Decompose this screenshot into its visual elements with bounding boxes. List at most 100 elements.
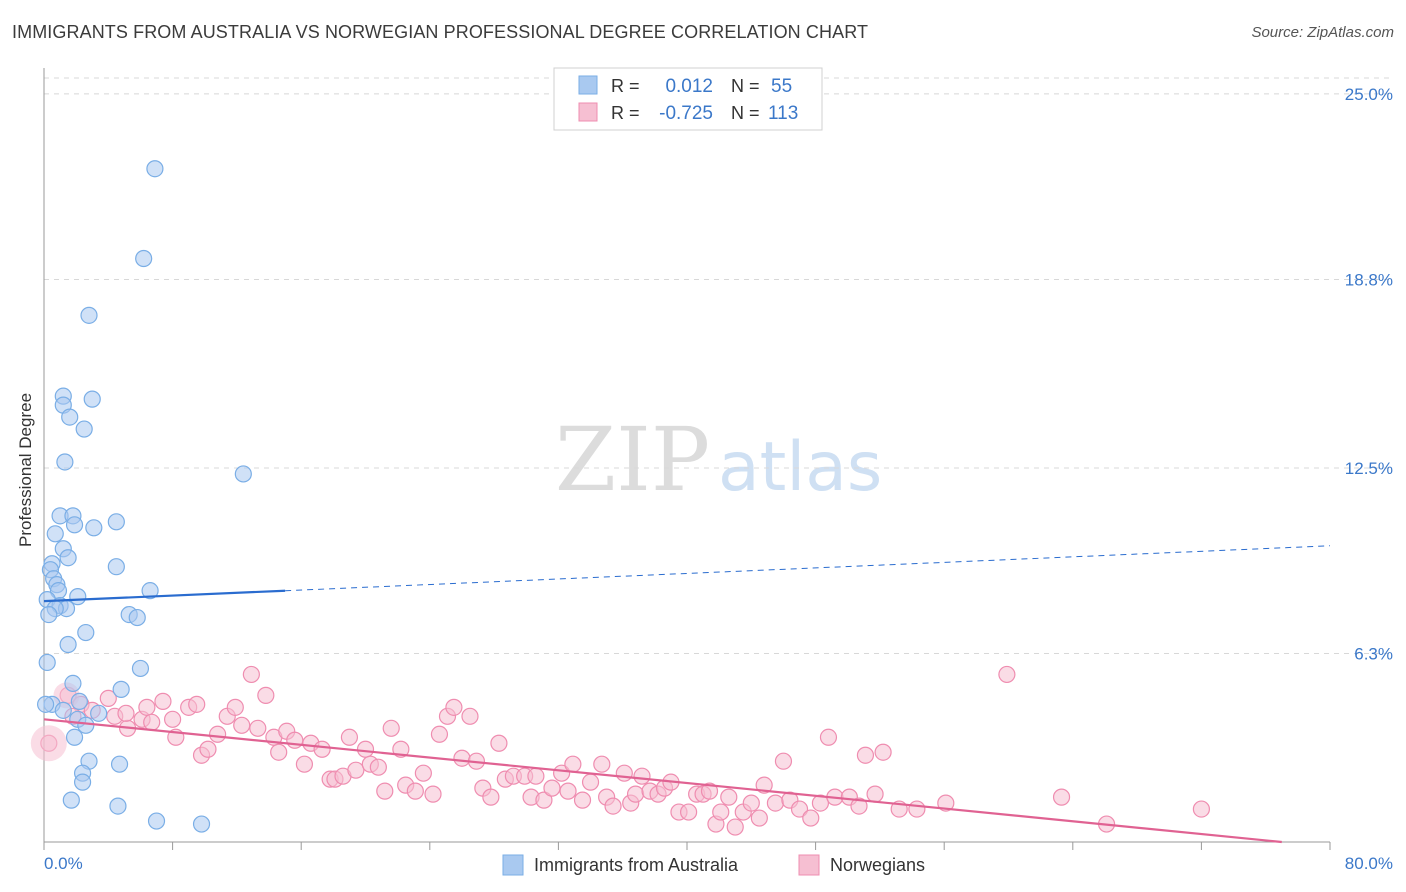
norwegians-point-38: [356, 740, 375, 758]
australia-point-51: [109, 797, 127, 815]
legend-r-value-2: -0.725: [659, 103, 713, 124]
norwegians-point-81: [680, 803, 698, 821]
y-tick-label-1: 12.5%: [1345, 459, 1393, 478]
australia-trend-solid: [43, 589, 286, 603]
norwegians-point-5: [99, 689, 117, 707]
norwegians-point-13: [164, 710, 182, 728]
australia-point-23: [141, 582, 159, 600]
norwegians-point-102: [850, 797, 868, 815]
norwegians-point-72: [615, 764, 633, 782]
australia-trend-dashed: [285, 545, 1331, 592]
gridlines: [44, 77, 1390, 654]
legend-n-value-2: 113: [768, 103, 798, 124]
australia-point-52: [147, 812, 166, 830]
norwegians-point-103: [856, 746, 875, 764]
y-tick-label-0: 6.3%: [1354, 644, 1393, 663]
series-legend-swatch-pink: [798, 854, 820, 876]
legend-swatch-blue: [578, 75, 598, 95]
norwegians-point-92: [755, 776, 773, 794]
legend-n-value-1: 55: [771, 76, 792, 97]
norwegians-point-42: [382, 719, 400, 737]
norwegians-point-67: [573, 791, 592, 809]
australia-point-9: [234, 465, 252, 483]
norwegians-point-23: [242, 665, 260, 684]
norwegians-point-21: [226, 698, 244, 716]
norwegians-point-27: [270, 743, 288, 761]
australia-point-54: [37, 695, 55, 713]
legend-r-value-1: 0.012: [665, 76, 713, 97]
norwegians-point-110: [1052, 788, 1071, 806]
x-ticks: [43, 842, 1331, 850]
australia-point-1: [135, 249, 153, 268]
australia-point-47: [110, 755, 129, 773]
norwegians-point-62: [535, 791, 553, 809]
norwegians-point-11: [143, 713, 161, 731]
norwegians-point-50: [445, 698, 463, 716]
series-legend-label-australia: Immigrants from Australia: [534, 855, 739, 875]
norwegians-point-24: [249, 719, 267, 737]
norwegians-point-25: [257, 686, 275, 704]
correlation-legend: R = 0.012 N = 55 R = -0.725 N = 113: [553, 67, 823, 131]
norwegians-point-10: [138, 698, 156, 716]
norwegians-point-112: [1192, 800, 1211, 818]
norwegians-point-105: [874, 743, 892, 761]
norwegians-point-40: [369, 758, 387, 776]
norwegians-point-52: [461, 707, 479, 725]
norwegians-point-51: [453, 749, 471, 767]
norwegians-point-109: [998, 665, 1016, 684]
norwegians-point-19: [209, 725, 227, 743]
australia-point-32: [128, 608, 146, 627]
australia-point-0: [146, 160, 164, 178]
australia-point-13: [65, 516, 84, 534]
australia-point-37: [64, 674, 82, 693]
legend-n-label-2: N =: [731, 103, 760, 123]
norwegians-point-97: [802, 809, 820, 827]
series-legend-swatch-blue: [502, 854, 524, 876]
australia-point-30: [40, 605, 58, 624]
norwegians-point-63: [543, 779, 561, 797]
australia-point-41: [54, 701, 72, 719]
norwegians-point-29: [286, 731, 304, 749]
norwegians-point-84: [700, 782, 719, 800]
norwegians-cluster-large: [30, 725, 67, 762]
australia-point-33: [77, 623, 95, 642]
norwegians-point-86: [712, 803, 730, 821]
australia-points: [37, 160, 252, 833]
chart-source: Source: ZipAtlas.com: [1251, 24, 1394, 41]
norwegians-point-47: [424, 785, 442, 803]
australia-point-38: [112, 680, 130, 698]
australia-point-50: [62, 791, 80, 809]
norwegians-point-98: [811, 794, 830, 812]
norwegians-point-30: [295, 755, 314, 773]
australia-point-53: [192, 815, 211, 833]
norwegians-point-74: [626, 785, 645, 803]
legend-swatch-pink: [578, 102, 598, 122]
australia-point-6: [61, 408, 79, 426]
legend-r-label-1: R =: [611, 76, 640, 96]
norwegians-point-65: [559, 782, 577, 800]
norwegians-point-36: [340, 728, 359, 746]
legend-r-label-2: R =: [611, 103, 640, 123]
australia-point-36: [131, 659, 150, 678]
norwegians-point-93: [766, 794, 785, 812]
australia-point-7: [75, 420, 93, 438]
norwegians-point-69: [593, 755, 611, 773]
norwegians-point-48: [430, 725, 449, 743]
norwegians-point-107: [908, 800, 926, 818]
norwegians-point-75: [633, 767, 651, 785]
australia-point-34: [59, 635, 77, 654]
norwegians-point-41: [376, 782, 394, 800]
y-tick-labels: 6.3% 12.5% 18.8% 25.0%: [1345, 85, 1393, 664]
norwegians-point-104: [866, 785, 884, 803]
australia-point-35: [38, 653, 56, 672]
x-tick-label-min: 0.0%: [44, 854, 83, 873]
australia-point-4: [83, 390, 101, 408]
norwegians-point-37: [347, 761, 365, 779]
norwegians-point-46: [414, 764, 432, 782]
y-tick-label-3: 25.0%: [1345, 85, 1393, 104]
norwegians-point-61: [527, 767, 545, 785]
watermark-zip: ZIP: [555, 408, 710, 511]
australia-point-49: [73, 773, 92, 791]
norwegians-point-56: [490, 734, 508, 752]
